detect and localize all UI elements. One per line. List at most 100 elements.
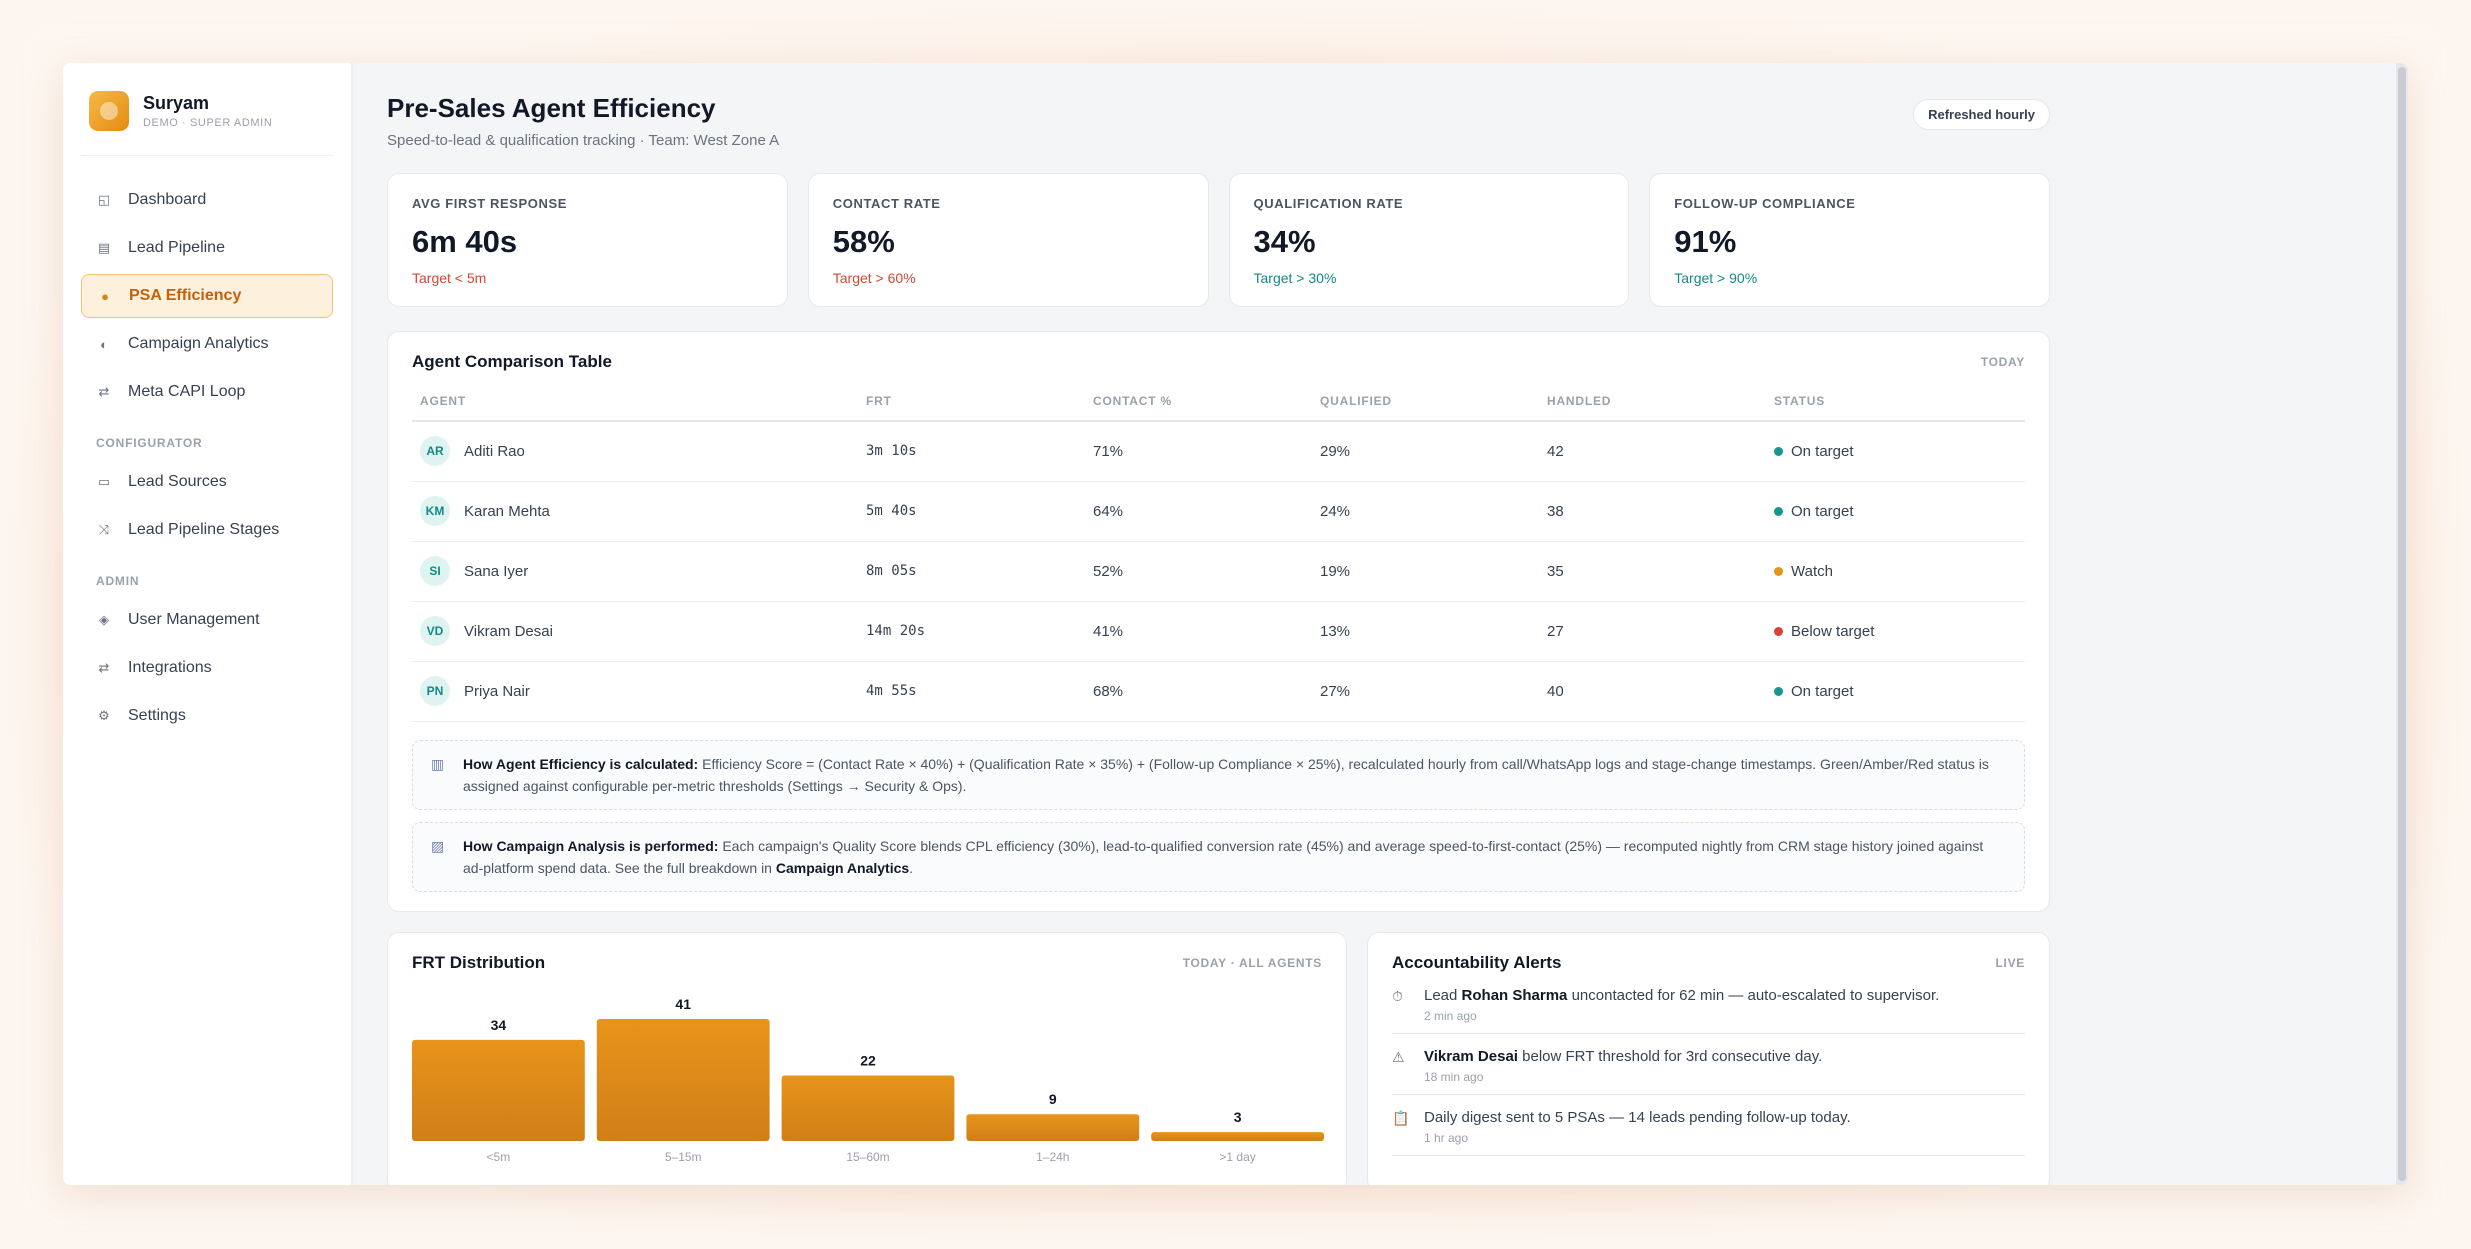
frt-bar-value-label: 9: [1049, 1091, 1057, 1107]
avatar: VD: [420, 616, 450, 646]
diamond-icon: ◈: [99, 612, 109, 627]
frt-cell: 5m 40s: [858, 481, 1085, 542]
alert-text: Vikram Desai below FRT threshold for 3rd…: [1424, 1048, 1822, 1065]
sidebar-item-meta-capi-loop[interactable]: ⇄ Meta CAPI Loop: [81, 370, 333, 414]
sidebar-item-label: PSA Efficiency: [129, 287, 242, 304]
sidebar-item-lead-pipeline-stages[interactable]: ⤨ Lead Pipeline Stages: [81, 508, 333, 552]
note-title: How Agent Efficiency is calculated:: [463, 755, 699, 772]
table-row[interactable]: AR Aditi Rao 3m 10s 71% 29% 42 On target: [412, 421, 2025, 482]
note-text: How Agent Efficiency is calculated: Effi…: [463, 753, 2006, 797]
frt-chart-title: FRT Distribution: [412, 953, 546, 972]
alerts-title: Accountability Alerts: [1392, 953, 1562, 972]
column-header: AGENT: [412, 394, 858, 422]
page-title: Pre-Sales Agent Efficiency: [387, 93, 716, 123]
column-header: FRT: [858, 394, 1085, 422]
refresh-badge: Refreshed hourly: [1913, 99, 2050, 130]
sidebar-item-user-management[interactable]: ◈ User Management: [81, 598, 333, 642]
kpi-value: 58%: [832, 224, 895, 259]
frt-bar-value-label: 3: [1234, 1109, 1242, 1125]
agent-cell: VD Vikram Desai: [412, 601, 858, 662]
kpi-value: 6m 40s: [412, 224, 518, 259]
page-header: Pre-Sales Agent Efficiency Speed-to-lead…: [387, 91, 2050, 149]
sidebar-configurator-nav: ▭ Lead Sources ⤨ Lead Pipeline Stages: [81, 460, 333, 552]
accountability-alerts-card: Accountability Alerts LIVE ⏱ Lead Rohan S…: [1367, 932, 2050, 1185]
table-row[interactable]: KM Karan Mehta 5m 40s 64% 24% 38 On target: [412, 481, 2025, 542]
frt-category-label: 5–15m: [665, 1150, 702, 1164]
tag-icon: ▭: [97, 474, 111, 489]
status-cell: Watch: [1766, 541, 2025, 602]
alert-message: Daily digest sent to 5 PSAs — 14 leads p…: [1424, 1109, 1851, 1126]
agent-table-tag: TODAY: [1980, 355, 2025, 369]
method-note: ▥ How Agent Efficiency is calculated: Eff…: [412, 739, 2025, 810]
alert-text: Daily digest sent to 5 PSAs — 14 leads p…: [1424, 1109, 1851, 1126]
frt-bar[interactable]: [966, 1114, 1140, 1141]
sidebar-item-settings[interactable]: ⚙ Settings: [81, 694, 333, 738]
agent-name: Aditi Rao: [464, 442, 525, 460]
handled-cell: 38: [1539, 481, 1766, 542]
table-row[interactable]: SI Sana Iyer 8m 05s 52% 19% 35 Watch: [412, 541, 2025, 602]
agent-table: AGENT FRT CONTACT % QUALIFIED HANDLED STATUS …: [412, 394, 2025, 722]
agent-table-title: Agent Comparison Table: [412, 352, 612, 371]
sidebar-item-integrations[interactable]: ⇄ Integrations: [81, 646, 333, 690]
sidebar: Suryam DEMO · SUPER ADMIN ◱ Dashboard ▤ Lea…: [63, 63, 353, 1185]
kpi-target: Target > 30%: [1253, 270, 1337, 286]
agent-name: Priya Nair: [464, 682, 530, 700]
alert-timestamp: 1 hr ago: [1424, 1131, 1469, 1145]
main-scrollbar[interactable]: [2396, 63, 2408, 1185]
warning-icon: ⚠: [1392, 1049, 1405, 1065]
status-dot-icon: [1774, 446, 1783, 456]
sidebar-item-psa-efficiency[interactable]: ● PSA Efficiency: [81, 274, 333, 318]
sidebar-item-label: Lead Pipeline Stages: [128, 521, 280, 538]
qualified-cell: 24%: [1312, 481, 1539, 542]
frt-bar-chart: 34 <5m 41 5–15m 22 15–60m 9 1–24h 3 >1 day: [412, 979, 1324, 1179]
alert-item[interactable]: ⚠ Vikram Desai below FRT threshold for 3r…: [1392, 1034, 2025, 1095]
sidebar-item-label: Lead Pipeline: [128, 239, 225, 256]
shuffle-icon: ⤨: [98, 522, 110, 537]
qualified-cell: 19%: [1312, 541, 1539, 602]
agent-comparison-card: Agent Comparison Table TODAY AGENT FRT CON…: [387, 331, 2050, 912]
alerts-tag: LIVE: [1995, 956, 2025, 970]
sidebar-item-lead-sources[interactable]: ▭ Lead Sources: [81, 460, 333, 504]
brand-subtitle: DEMO · SUPER ADMIN: [143, 117, 273, 129]
status-badge: On target: [1791, 502, 1854, 520]
table-row[interactable]: VD Vikram Desai 14m 20s 41% 13% 27 Below targe…: [412, 601, 2025, 662]
scrollbar-thumb[interactable]: [2398, 67, 2406, 1181]
kpi-target: Target < 5m: [412, 270, 487, 286]
column-header: CONTACT %: [1085, 394, 1312, 422]
status-cell: On target: [1766, 661, 2025, 722]
alert-message: below FRT threshold for 3rd consecutive …: [1517, 1048, 1823, 1065]
campaign-analytics-link[interactable]: Campaign Analytics: [775, 859, 910, 876]
agent-name: Vikram Desai: [464, 622, 553, 640]
status-badge: On target: [1791, 682, 1854, 700]
agent-cell: KM Karan Mehta: [412, 481, 858, 542]
kpi-label: AVG FIRST RESPONSE: [412, 196, 568, 211]
half-circle-icon: ◐: [100, 336, 108, 352]
sidebar-item-lead-pipeline[interactable]: ▤ Lead Pipeline: [81, 226, 333, 270]
frt-bar[interactable]: [1151, 1132, 1324, 1141]
kpi-card: QUALIFICATION RATE 34% Target > 30%: [1228, 173, 1630, 307]
agent-name: Karan Mehta: [464, 502, 550, 520]
frt-bar-value-label: 41: [675, 996, 691, 1012]
sidebar-item-campaign-analytics[interactable]: ◐ Campaign Analytics: [81, 322, 333, 366]
note-body: Efficiency Score = (Contact Rate × 40%) …: [463, 755, 1989, 794]
sidebar-item-label: Lead Sources: [128, 473, 227, 490]
table-row[interactable]: PN Priya Nair 4m 55s 68% 27% 40 On target: [412, 661, 2025, 722]
alert-item[interactable]: 📋 Daily digest sent to 5 PSAs — 14 leads …: [1392, 1095, 2025, 1156]
alert-item[interactable]: ⏱ Lead Rohan Sharma uncontacted for 62 mi…: [1392, 973, 2025, 1034]
frt-bar[interactable]: [596, 1019, 770, 1141]
agent-cell: PN Priya Nair: [412, 661, 858, 722]
frt-bar[interactable]: [781, 1075, 955, 1141]
column-header: QUALIFIED: [1312, 394, 1539, 422]
status-dot-icon: [1774, 566, 1783, 576]
status-cell: Below target: [1766, 601, 2025, 662]
sidebar-item-dashboard[interactable]: ◱ Dashboard: [81, 178, 333, 222]
sidebar-main-nav: ◱ Dashboard ▤ Lead Pipeline ● PSA Efficiency ◐…: [81, 178, 333, 414]
clock-icon: ⏱: [1392, 988, 1403, 1004]
frt-bar[interactable]: [412, 1039, 585, 1141]
status-dot-icon: [1774, 506, 1783, 516]
frt-bar-value-label: 22: [860, 1053, 876, 1069]
status-badge: Below target: [1791, 622, 1875, 640]
avatar: SI: [420, 556, 450, 586]
agent-name: Sana Iyer: [464, 562, 529, 580]
alert-subject: Rohan Sharma: [1461, 987, 1568, 1004]
